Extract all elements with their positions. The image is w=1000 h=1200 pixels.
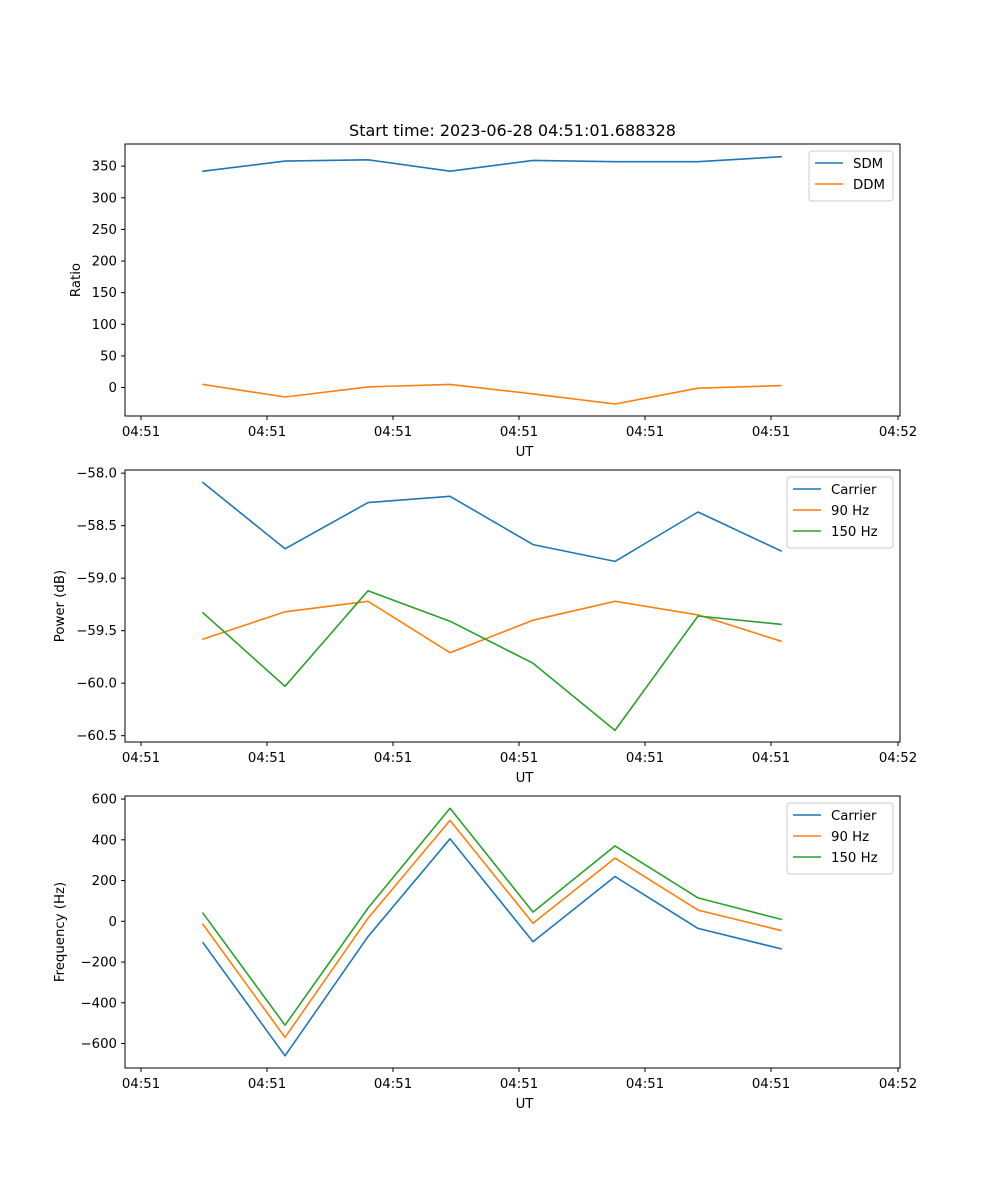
x-tick-label: 04:51	[248, 1077, 286, 1092]
x-tick-label: 04:52	[879, 1077, 917, 1092]
y-tick-label: 600	[92, 793, 117, 808]
legend-label: Carrier	[831, 809, 877, 824]
axes-frame	[124, 143, 901, 417]
x-axis-label: UT	[516, 771, 535, 786]
y-tick-label: 200	[92, 874, 117, 889]
x-tick-label: 04:51	[626, 1077, 664, 1092]
legend: Carrier 90 Hz 150 Hz	[786, 476, 894, 549]
x-axis-label: UT	[516, 1097, 535, 1112]
x-tick-label: 04:51	[500, 751, 538, 766]
y-tick-label: −59.0	[76, 572, 117, 587]
x-tick-label: 04:51	[122, 751, 160, 766]
x-axis-label: UT	[516, 445, 535, 460]
x-tick-label: 04:51	[374, 1077, 412, 1092]
series-line-sdm	[202, 155, 782, 173]
legend-label: 90 Hz	[831, 504, 869, 519]
x-tick-label: 04:52	[879, 425, 917, 440]
series-line-carrier	[201, 481, 783, 563]
y-tick-label: −600	[80, 1037, 117, 1052]
legend: Carrier 90 Hz 150 Hz	[786, 802, 894, 875]
subplot-2: 04:51 04:51 04:51 04:51 04:51 04:51 04:52 −60.5…	[53, 467, 917, 786]
series-line-150-hz	[201, 589, 782, 732]
legend-label: DDM	[853, 178, 885, 193]
y-tick-label: −200	[80, 956, 117, 971]
chart-title: Start time: 2023-06-28 04:51:01.688328	[349, 121, 676, 140]
series-line-90-hz	[201, 600, 783, 654]
subplot-1: Start time: 2023-06-28 04:51:01.688328 04…	[69, 121, 917, 460]
y-tick-label: 100	[92, 318, 117, 333]
legend-label: 150 Hz	[831, 851, 878, 866]
series-line-90-hz	[201, 819, 782, 1039]
y-tick-label: 300	[92, 191, 117, 206]
x-tick-label: 04:51	[248, 751, 286, 766]
y-tick-label: −58.5	[76, 519, 117, 534]
legend-label: 150 Hz	[831, 525, 878, 540]
series-line-carrier	[201, 837, 782, 1057]
series-line-ddm	[202, 383, 782, 405]
y-tick-label: 250	[92, 223, 117, 238]
x-tick-label: 04:51	[752, 425, 790, 440]
x-tick-label: 04:51	[248, 425, 286, 440]
y-tick-label: 350	[92, 160, 117, 175]
axes-frame	[124, 469, 901, 743]
y-tick-label: −60.5	[76, 729, 117, 744]
x-tick-label: 04:51	[752, 751, 790, 766]
y-axis-label: Power (dB)	[53, 570, 68, 642]
x-tick-label: 04:51	[626, 751, 664, 766]
y-tick-label: 200	[92, 255, 117, 270]
x-tick-label: 04:51	[500, 1077, 538, 1092]
y-tick-label: 0	[109, 381, 117, 396]
series-line-150-hz	[201, 807, 782, 1026]
legend-label: SDM	[853, 157, 883, 172]
x-tick-label: 04:52	[879, 751, 917, 766]
y-tick-label: 50	[100, 349, 117, 364]
subplot-3: 04:51 04:51 04:51 04:51 04:51 04:51 04:52 −600 −…	[53, 793, 917, 1112]
x-tick-label: 04:51	[626, 425, 664, 440]
x-tick-label: 04:51	[374, 425, 412, 440]
y-tick-label: −59.5	[76, 624, 117, 639]
x-tick-label: 04:51	[500, 425, 538, 440]
y-tick-label: 0	[109, 915, 117, 930]
x-tick-label: 04:51	[122, 425, 160, 440]
y-tick-label: −60.0	[76, 677, 117, 692]
y-axis-label: Ratio	[69, 263, 84, 297]
y-axis-label: Frequency (Hz)	[53, 882, 68, 982]
y-tick-label: 400	[92, 833, 117, 848]
axes-frame	[124, 795, 901, 1069]
y-tick-label: 150	[92, 286, 117, 301]
legend-label: 90 Hz	[831, 830, 869, 845]
x-tick-label: 04:51	[752, 1077, 790, 1092]
y-tick-label: −58.0	[76, 467, 117, 482]
x-tick-label: 04:51	[374, 751, 412, 766]
legend: SDM DDM	[808, 150, 894, 202]
x-tick-label: 04:51	[122, 1077, 160, 1092]
legend-label: Carrier	[831, 483, 877, 498]
y-tick-label: −400	[80, 996, 117, 1011]
